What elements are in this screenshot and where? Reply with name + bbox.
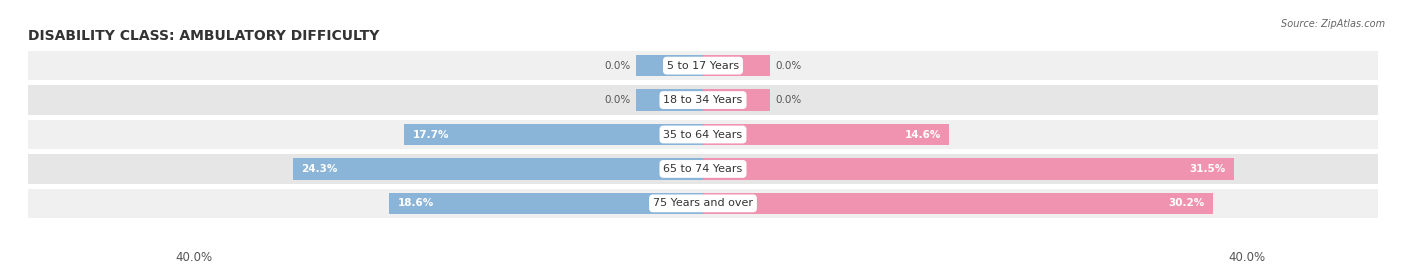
Text: 35 to 64 Years: 35 to 64 Years [664,129,742,140]
Text: 14.6%: 14.6% [904,129,941,140]
Text: 75 Years and over: 75 Years and over [652,198,754,208]
Text: 17.7%: 17.7% [413,129,450,140]
Text: 40.0%: 40.0% [176,251,212,264]
Bar [636,55,703,76]
Text: 40.0%: 40.0% [1229,251,1265,264]
Text: 65 to 74 Years: 65 to 74 Years [664,164,742,174]
Text: 18 to 34 Years: 18 to 34 Years [664,95,742,105]
Text: DISABILITY CLASS: AMBULATORY DIFFICULTY: DISABILITY CLASS: AMBULATORY DIFFICULTY [28,29,380,43]
Bar [28,120,1378,149]
Text: 31.5%: 31.5% [1189,164,1226,174]
Bar [28,189,1378,218]
Bar [703,89,770,111]
Text: 18.6%: 18.6% [398,198,434,208]
Bar [703,158,1234,180]
Bar [703,55,770,76]
Text: 0.0%: 0.0% [605,95,630,105]
Bar [28,154,1378,183]
Bar [389,193,703,214]
Bar [636,89,703,111]
Bar [28,86,1378,115]
Text: 0.0%: 0.0% [776,61,801,71]
Text: Source: ZipAtlas.com: Source: ZipAtlas.com [1281,19,1385,29]
Bar [28,51,1378,80]
Text: 0.0%: 0.0% [776,95,801,105]
Bar [292,158,703,180]
Text: 30.2%: 30.2% [1168,198,1204,208]
Text: 5 to 17 Years: 5 to 17 Years [666,61,740,71]
Bar [405,124,703,145]
Text: 24.3%: 24.3% [301,164,337,174]
Bar [703,193,1212,214]
Text: 0.0%: 0.0% [605,61,630,71]
Bar [703,124,949,145]
